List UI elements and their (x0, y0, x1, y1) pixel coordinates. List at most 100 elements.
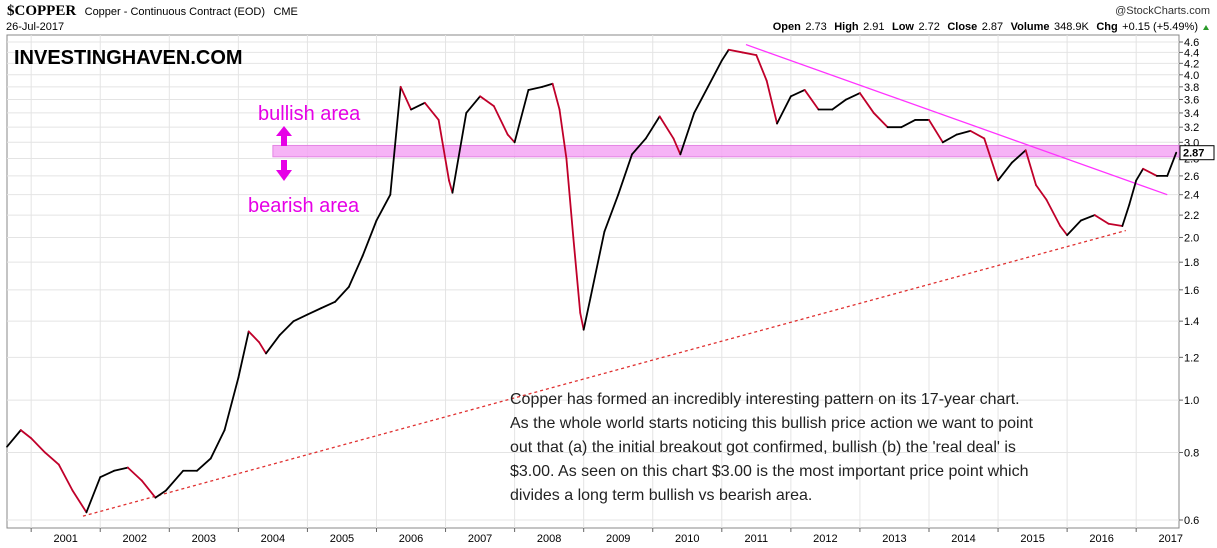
close-label: Close (947, 21, 977, 33)
price-segment (803, 89, 820, 111)
price-segment (755, 54, 768, 82)
x-tick-label: 2016 (1089, 533, 1113, 545)
watermark: INVESTINGHAVEN.COM (14, 47, 243, 69)
price-segment (389, 85, 402, 196)
price-segment (955, 129, 972, 136)
arrow-down-icon (276, 160, 292, 181)
price-segment (320, 300, 336, 310)
price-segment (928, 119, 944, 144)
x-tick-label: 2012 (813, 533, 837, 545)
price-segment (410, 101, 426, 111)
price-segment (631, 137, 647, 156)
price-segment (513, 89, 530, 144)
y-tick-label: 2.6 (1184, 171, 1199, 183)
y-tick-label: 1.2 (1184, 352, 1199, 364)
price-segment (845, 92, 861, 101)
y-tick-label: 1.0 (1184, 395, 1199, 407)
price-segment (1059, 225, 1069, 237)
price-segment (71, 489, 88, 514)
x-tick-label: 2005 (330, 533, 354, 545)
price-segment (247, 330, 260, 344)
y-tick-label: 0.8 (1184, 447, 1199, 459)
price-segment (658, 115, 675, 140)
price-segment (451, 112, 468, 194)
high-label: High (834, 21, 859, 33)
last-value-box (1179, 145, 1215, 161)
price-segment (292, 313, 309, 323)
x-tick-label: 2002 (123, 533, 147, 545)
x-tick-label: 2006 (399, 533, 423, 545)
y-tick-label: 0.6 (1184, 515, 1199, 527)
contract-name: Copper - Continuous Contract (EOD) (85, 6, 265, 18)
x-tick-label: 2009 (606, 533, 630, 545)
x-tick-label: 2008 (537, 533, 561, 545)
price-segment (1121, 203, 1131, 227)
x-tick-label: 2003 (192, 533, 216, 545)
price-segment (707, 59, 723, 88)
price-segment (306, 307, 323, 316)
price-segment (765, 79, 778, 125)
low-value: 2.72 (918, 21, 939, 33)
volume-value: 348.9K (1054, 21, 1090, 33)
chg-label: Chg (1096, 21, 1117, 33)
price-segment (448, 179, 454, 194)
x-tick-label: 2017 (1158, 533, 1182, 545)
bearish-label: bearish area (248, 195, 360, 217)
resistance-band (272, 144, 1180, 158)
chart-date: 26-Jul-2017 (6, 21, 64, 33)
price-segment (1093, 214, 1110, 225)
y-tick-label: 2.4 (1184, 190, 1199, 202)
price-segment (347, 254, 364, 288)
volume-label: Volume (1011, 21, 1050, 33)
chg-value: +0.15 (+5.49%) (1122, 21, 1198, 33)
price-segment (565, 157, 575, 239)
price-segment (113, 466, 129, 472)
x-axis: 2001 2002 2003 2004 2005 2006 2007 2008 2009 2010… (30, 528, 1183, 545)
price-segment (258, 341, 267, 355)
note-line: As the whole world starts noticing this … (510, 415, 1033, 432)
last-value-label: 2.87 (1183, 148, 1204, 160)
price-segment (541, 82, 554, 88)
price-segment (672, 137, 682, 156)
price-segment (209, 429, 226, 460)
price-segment (679, 112, 696, 156)
price-segment (969, 129, 986, 140)
price-segment (1142, 167, 1158, 177)
exchange: CME (273, 6, 297, 18)
price-segment (1128, 179, 1138, 206)
price-segment (941, 133, 958, 144)
grid (7, 35, 1179, 528)
price-segment (1035, 184, 1048, 201)
price-segment (983, 137, 999, 182)
price-segment (99, 469, 115, 479)
price-segment (334, 286, 350, 303)
price-segment (582, 296, 592, 331)
price-segment (997, 161, 1013, 182)
price-segment (579, 312, 585, 331)
y-tick-label: 3.6 (1184, 95, 1199, 107)
price-segment (278, 320, 295, 336)
y-tick-label: 4.2 (1184, 58, 1199, 70)
price-segment (265, 334, 281, 355)
price-segment (789, 89, 806, 98)
price-segment (872, 112, 889, 129)
price-segment (196, 457, 212, 472)
up-arrow-icon (1203, 25, 1209, 30)
price-series (6, 48, 1178, 514)
price-segment (831, 98, 848, 111)
price-segment (1010, 149, 1027, 164)
price-segment (644, 115, 661, 140)
price-segment (1107, 222, 1124, 227)
price-segment (437, 119, 450, 182)
price-segment (44, 451, 60, 466)
price-segment (727, 48, 744, 54)
header-line-1: $COPPER Copper - Continuous Contract (EO… (7, 2, 298, 19)
arrow-up-icon (276, 126, 292, 146)
price-segment (1080, 214, 1096, 222)
x-tick-label: 2010 (675, 533, 699, 545)
price-segment (527, 85, 544, 91)
close-value: 2.87 (982, 21, 1003, 33)
note-line: divides a long term bullish vs bearish a… (510, 487, 812, 504)
price-segment (399, 85, 412, 111)
